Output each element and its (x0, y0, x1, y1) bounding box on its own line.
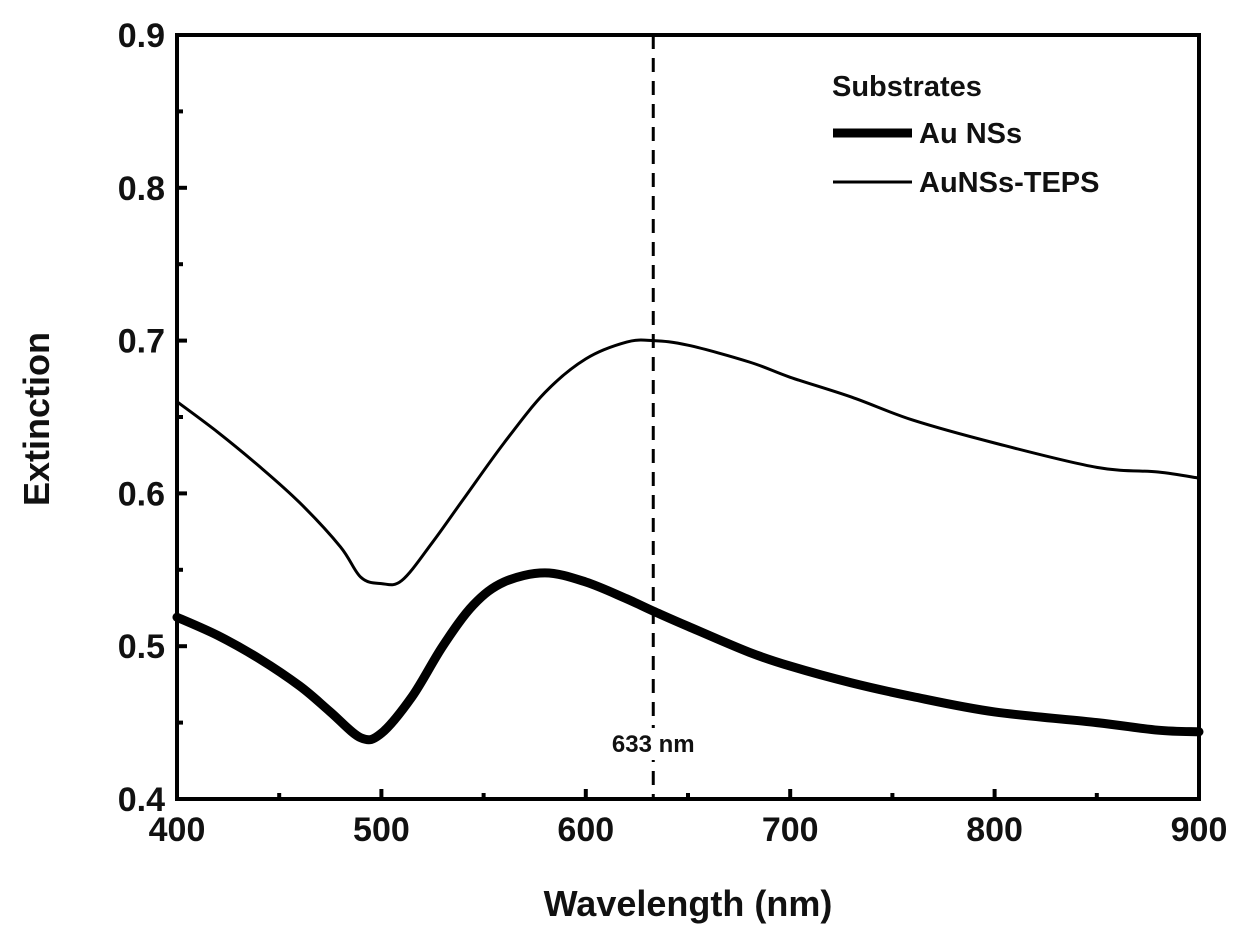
legend-title: Substrates (832, 71, 982, 103)
x-tick-labels: 400 500 600 700 800 900 (149, 811, 1228, 849)
x-tick-label-800: 800 (966, 811, 1023, 849)
y-tick-label-0.4: 0.4 (118, 781, 165, 819)
series-line-aunss-teps (175, 338, 1201, 587)
y-tick-label-0.8: 0.8 (118, 170, 165, 208)
x-tick-label-700: 700 (762, 811, 819, 849)
y-tick-label-0.9: 0.9 (118, 17, 165, 55)
vline-label-background (601, 728, 706, 760)
vline-633nm-label: 633 nm (612, 731, 695, 758)
legend-label-aunss-teps: AuNSs-TEPS (919, 167, 1099, 199)
y-axis-title: Extinction (16, 332, 57, 506)
y-tick-label-0.7: 0.7 (118, 323, 165, 361)
legend-label-au-nss: Au NSs (919, 118, 1022, 150)
x-tick-label-600: 600 (557, 811, 614, 849)
x-tick-label-400: 400 (149, 811, 206, 849)
x-axis-title: Wavelength (nm) (544, 883, 833, 924)
series-line-au-nss (172, 568, 1204, 745)
x-tick-label-900: 900 (1171, 811, 1228, 849)
major-ticks (175, 33, 1201, 801)
plot-frame (175, 33, 1201, 801)
y-tick-label-0.6: 0.6 (118, 475, 165, 513)
x-tick-label-500: 500 (353, 811, 410, 849)
y-tick-labels: 0.4 0.5 0.6 0.7 0.8 0.9 (118, 17, 165, 819)
legend: Substrates Au NSs AuNSs-TEPS (832, 71, 1099, 199)
y-tick-label-0.5: 0.5 (118, 628, 165, 666)
